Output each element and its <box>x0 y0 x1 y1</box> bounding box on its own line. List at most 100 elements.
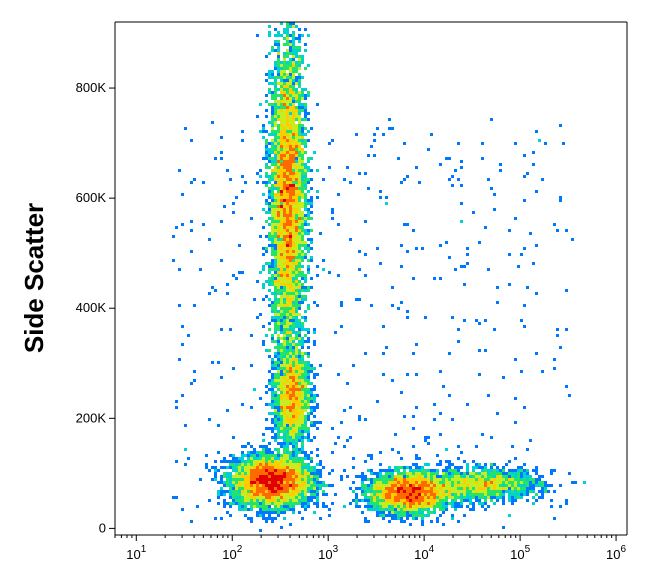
density-cell <box>301 223 304 226</box>
density-cell <box>268 148 271 151</box>
density-cell <box>289 385 292 388</box>
density-cell <box>220 475 223 478</box>
density-cell <box>280 484 283 487</box>
density-cell <box>370 484 373 487</box>
density-cell <box>484 472 487 475</box>
density-cell <box>295 394 298 397</box>
density-cell <box>430 511 433 514</box>
density-cell <box>283 340 286 343</box>
density-cell <box>469 481 472 484</box>
density-cell <box>286 454 289 457</box>
density-cell <box>292 40 295 43</box>
density-cell <box>427 148 430 151</box>
density-cell <box>235 496 238 499</box>
density-cell <box>433 478 436 481</box>
density-cell <box>271 277 274 280</box>
density-cell <box>274 460 277 463</box>
density-cell <box>193 178 196 181</box>
density-cell <box>283 361 286 364</box>
density-cell <box>466 487 469 490</box>
density-cell <box>268 508 271 511</box>
density-cell <box>295 418 298 421</box>
density-cell <box>457 469 460 472</box>
density-cell <box>214 460 217 463</box>
density-cell <box>277 214 280 217</box>
density-cell <box>415 457 418 460</box>
density-cell <box>268 160 271 163</box>
density-cell <box>289 415 292 418</box>
density-cell <box>277 316 280 319</box>
density-cell <box>292 58 295 61</box>
density-cell <box>295 196 298 199</box>
density-cell <box>370 502 373 505</box>
density-cell <box>280 244 283 247</box>
density-cell <box>286 397 289 400</box>
density-cell <box>283 121 286 124</box>
density-cell <box>313 415 316 418</box>
density-cell <box>310 169 313 172</box>
density-cell <box>298 394 301 397</box>
density-cell <box>469 487 472 490</box>
density-cell <box>283 169 286 172</box>
density-cell <box>499 484 502 487</box>
density-cell <box>283 151 286 154</box>
density-cell <box>355 499 358 502</box>
density-cell <box>295 448 298 451</box>
density-cell <box>274 403 277 406</box>
density-cell <box>391 487 394 490</box>
density-cell <box>352 499 355 502</box>
density-cell <box>457 475 460 478</box>
density-cell <box>280 100 283 103</box>
density-cell <box>226 478 229 481</box>
density-cell <box>424 469 427 472</box>
density-cell <box>424 490 427 493</box>
density-cell <box>301 346 304 349</box>
density-cell <box>301 184 304 187</box>
density-cell <box>448 502 451 505</box>
density-cell <box>388 502 391 505</box>
density-cell <box>268 283 271 286</box>
density-cell <box>310 238 313 241</box>
density-cell <box>298 196 301 199</box>
density-cell <box>301 286 304 289</box>
density-cell <box>286 196 289 199</box>
density-cell <box>496 493 499 496</box>
density-cell <box>286 223 289 226</box>
density-cell <box>298 184 301 187</box>
density-cell <box>241 190 244 193</box>
density-cell <box>283 289 286 292</box>
density-cell <box>262 481 265 484</box>
density-cell <box>403 466 406 469</box>
density-cell <box>277 346 280 349</box>
density-cell <box>286 460 289 463</box>
density-cell <box>457 328 460 331</box>
density-cell <box>367 454 370 457</box>
density-cell <box>310 367 313 370</box>
density-cell <box>307 379 310 382</box>
density-cell <box>301 469 304 472</box>
density-cell <box>307 328 310 331</box>
density-cell <box>406 514 409 517</box>
density-cell <box>205 466 208 469</box>
density-cell <box>277 253 280 256</box>
density-cell <box>322 484 325 487</box>
density-cell <box>433 508 436 511</box>
density-cell <box>295 274 298 277</box>
density-cell <box>502 526 505 529</box>
density-cell <box>439 412 442 415</box>
density-cell <box>433 403 436 406</box>
density-cell <box>223 490 226 493</box>
density-cell <box>304 340 307 343</box>
density-cell <box>193 379 196 382</box>
density-cell <box>184 424 187 427</box>
density-cell <box>439 502 442 505</box>
density-cell <box>382 484 385 487</box>
density-cell <box>235 466 238 469</box>
density-cell <box>535 484 538 487</box>
density-cell <box>457 493 460 496</box>
density-cell <box>238 457 241 460</box>
density-cell <box>268 31 271 34</box>
density-cell <box>391 496 394 499</box>
density-cell <box>421 505 424 508</box>
density-cell <box>220 490 223 493</box>
